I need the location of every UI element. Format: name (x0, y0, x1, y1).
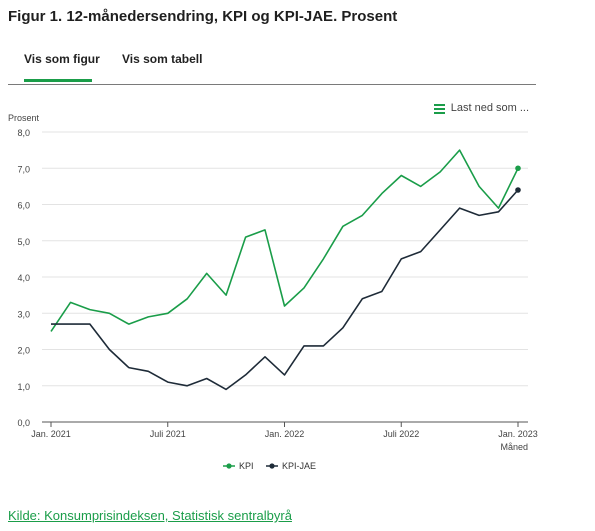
series-end-marker (515, 165, 521, 172)
view-tabs: Vis som figur Vis som tabell (8, 52, 536, 85)
menu-icon (433, 103, 445, 114)
series-line-kpi-jae (51, 189, 519, 391)
y-tick-label: 1,0 (17, 382, 30, 392)
x-axis-label: Måned (500, 442, 528, 452)
figure-title: Figur 1. 12-månedersendring, KPI og KPI-… (8, 8, 398, 25)
tab-figure[interactable]: Vis som figur (24, 52, 100, 66)
active-tab-indicator (24, 79, 92, 82)
y-tick-label: 0,0 (17, 418, 30, 428)
legend-marker (226, 463, 232, 469)
y-tick-label: 8,0 (17, 128, 30, 138)
series-line-kpi (50, 149, 519, 332)
legend-item-kpi-jae[interactable]: KPI-JAE (266, 461, 316, 471)
line-chart: 0,0 1,0 2,0 3,0 4,0 5,0 6,0 7,0 8,0 Prosent Jan. 2… (8, 113, 538, 471)
legend: KPI KPI-JAE (223, 461, 316, 471)
source-link[interactable]: Kilde: Konsumprisindeksen, Statistisk se… (8, 508, 292, 523)
x-tick-label: Juli 2022 (383, 429, 419, 439)
legend-label: KPI (239, 461, 254, 471)
x-tick-label: Jan. 2023 (498, 429, 538, 439)
grid-lines (42, 131, 528, 423)
download-label: Last ned som ... (450, 102, 529, 114)
y-axis-label: Prosent (8, 113, 40, 123)
x-tick-label: Jan. 2022 (265, 429, 305, 439)
y-tick-label: 2,0 (17, 346, 30, 356)
y-tick-label: 4,0 (17, 273, 30, 283)
download-menu-button[interactable]: Last ned som ... (433, 102, 529, 114)
axes: 0,0 1,0 2,0 3,0 4,0 5,0 6,0 7,0 8,0 Prosent Jan. 2… (8, 113, 538, 452)
series-end-marker (515, 187, 521, 193)
x-tick-label: Juli 2021 (150, 429, 186, 439)
legend-item-kpi[interactable]: KPI (223, 461, 254, 471)
y-tick-label: 5,0 (17, 237, 30, 247)
y-tick-label: 7,0 (17, 164, 30, 174)
tab-table[interactable]: Vis som tabell (122, 52, 203, 66)
legend-marker (269, 463, 275, 469)
x-tick-label: Jan. 2021 (31, 429, 71, 439)
y-tick-label: 3,0 (17, 309, 30, 319)
legend-label: KPI-JAE (282, 461, 316, 471)
series-lines (50, 149, 521, 391)
y-tick-label: 6,0 (17, 201, 30, 211)
